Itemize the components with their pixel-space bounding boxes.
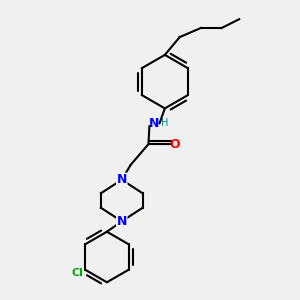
Text: O: O <box>169 138 180 151</box>
Text: N: N <box>149 117 160 130</box>
Text: N: N <box>117 173 127 186</box>
Text: H: H <box>161 118 169 128</box>
Text: Cl: Cl <box>72 268 83 278</box>
Text: N: N <box>117 215 127 228</box>
